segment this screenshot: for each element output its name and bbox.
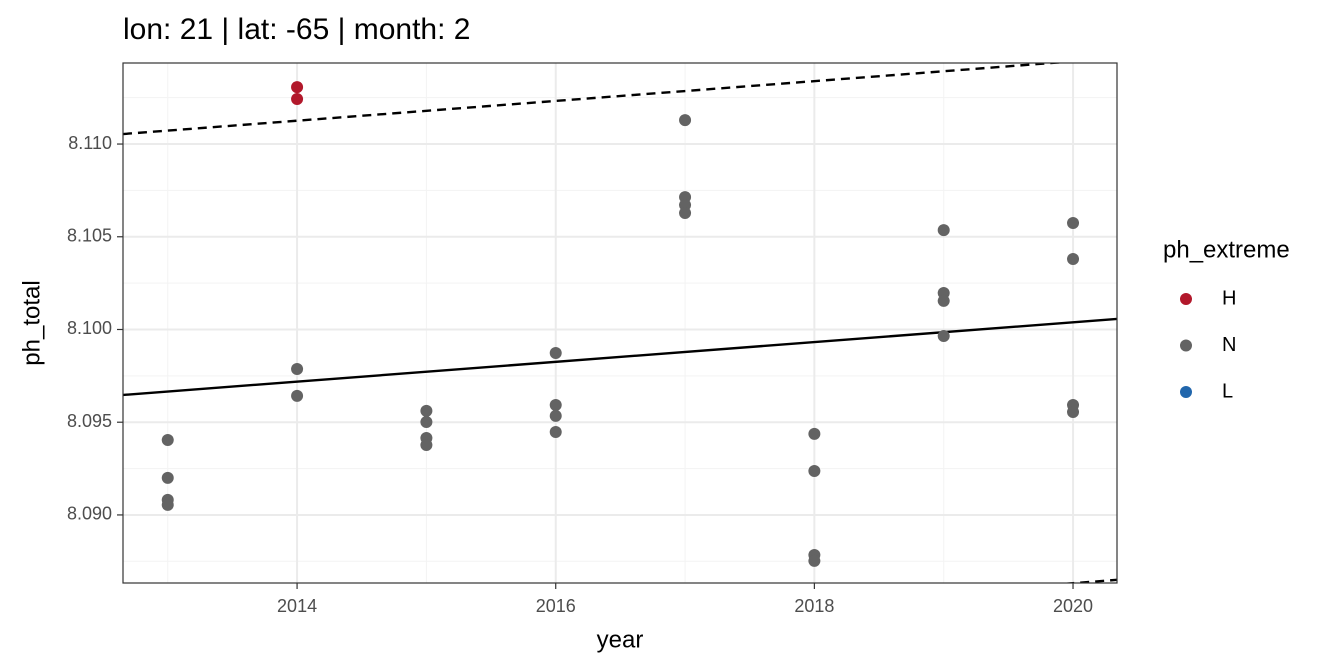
point [937, 329, 950, 342]
y-tick-label: 8.090 [67, 504, 112, 524]
point [1067, 406, 1080, 419]
point [1067, 253, 1080, 266]
point [420, 416, 433, 429]
point [808, 554, 821, 567]
x-axis-label: year [597, 626, 644, 653]
y-axis-label: ph_total [18, 280, 45, 365]
point [549, 426, 562, 439]
y-tick-label: 8.100 [67, 318, 112, 338]
trend-line [123, 63, 1068, 136]
legend-key [1180, 293, 1192, 305]
plot-area [123, 63, 1117, 583]
x-tick-label: 2016 [536, 596, 576, 616]
point [420, 439, 433, 452]
y-tick-label: 8.105 [67, 226, 112, 246]
point [291, 362, 304, 375]
point [420, 404, 433, 417]
point [679, 207, 692, 220]
point [1067, 217, 1080, 230]
point [549, 398, 562, 411]
point [291, 81, 304, 94]
legend-key [1180, 386, 1192, 398]
point [549, 347, 562, 360]
chart-title: lon: 21 | lat: -65 | month: 2 [123, 13, 470, 46]
axes: 2014 2016 2018 2020 8.090 8.095 8.100 8.105 8.11… [67, 133, 1093, 616]
point [808, 464, 821, 477]
x-tick-label: 2020 [1053, 596, 1093, 616]
point [161, 434, 174, 447]
legend: H N L [1180, 287, 1236, 402]
point [549, 409, 562, 422]
point [808, 427, 821, 440]
legend-label: L [1222, 380, 1233, 402]
point [937, 294, 950, 307]
legend-label: H [1222, 287, 1236, 309]
x-tick-label: 2018 [794, 596, 834, 616]
legend-title: ph_extreme [1163, 236, 1290, 263]
point [291, 389, 304, 402]
point [937, 224, 950, 237]
point [291, 92, 304, 105]
panel-border [122, 62, 1118, 584]
legend-key [1180, 339, 1192, 352]
y-tick-label: 8.095 [67, 411, 112, 431]
point [679, 114, 692, 127]
trend-line [123, 317, 1117, 397]
y-tick-label: 8.110 [68, 133, 112, 153]
legend-label: N [1222, 334, 1236, 356]
x-tick-label: 2014 [277, 596, 317, 616]
point [161, 471, 174, 484]
point [161, 498, 174, 511]
